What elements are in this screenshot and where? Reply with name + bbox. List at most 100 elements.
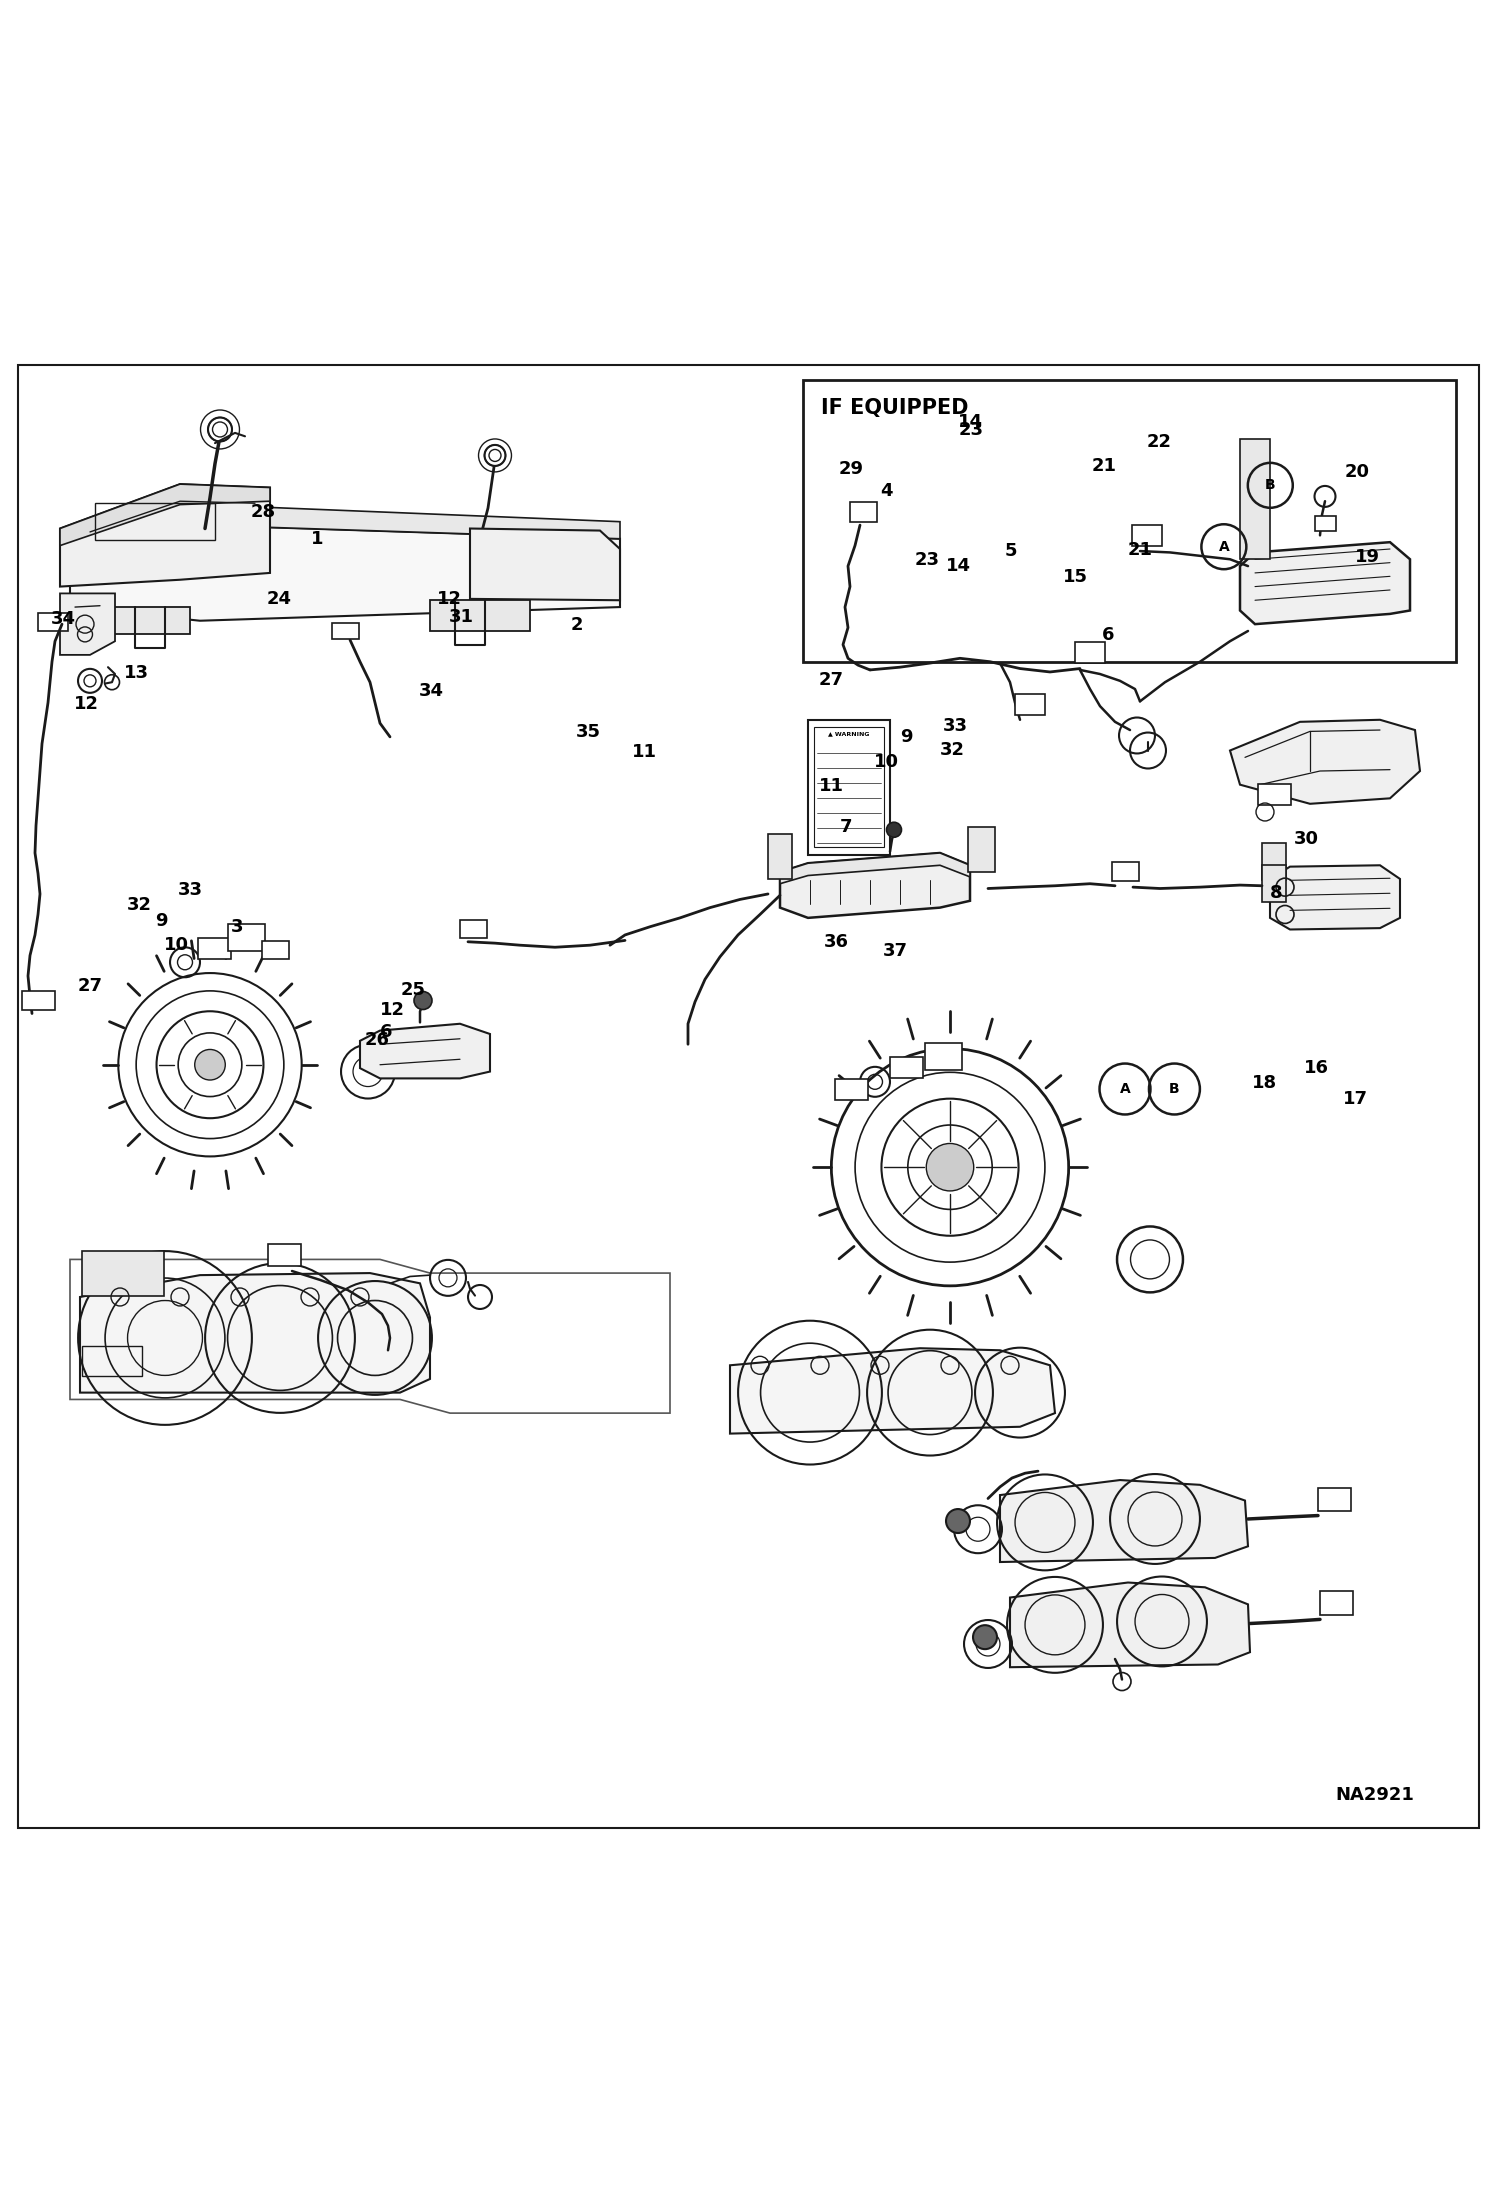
Bar: [813, 728, 884, 846]
Text: B: B: [1264, 478, 1276, 491]
Text: 20: 20: [1345, 463, 1369, 480]
Bar: [198, 939, 231, 958]
Polygon shape: [60, 485, 270, 546]
Bar: [1016, 693, 1046, 715]
Polygon shape: [100, 607, 190, 634]
Text: ▲ WARNING: ▲ WARNING: [828, 732, 870, 737]
Bar: [460, 921, 487, 939]
Circle shape: [974, 1625, 998, 1649]
Bar: [268, 1243, 301, 1265]
Bar: [890, 1057, 923, 1079]
Polygon shape: [430, 601, 530, 632]
Bar: [1318, 1487, 1351, 1511]
Text: 11: 11: [819, 776, 843, 796]
Text: 6: 6: [1103, 627, 1115, 645]
Text: 24: 24: [267, 590, 291, 607]
Text: 36: 36: [824, 934, 848, 952]
Text: 6: 6: [380, 1024, 392, 1042]
Bar: [968, 827, 995, 873]
Text: 14: 14: [947, 557, 971, 575]
Bar: [94, 502, 214, 539]
Circle shape: [947, 1509, 971, 1533]
Circle shape: [484, 445, 505, 465]
Bar: [1132, 526, 1162, 546]
Text: 12: 12: [437, 590, 461, 607]
Text: 32: 32: [127, 895, 151, 914]
Text: A: A: [1119, 1081, 1131, 1096]
Text: 19: 19: [1356, 548, 1380, 566]
Text: 28: 28: [252, 502, 276, 522]
Polygon shape: [70, 524, 620, 621]
Text: 25: 25: [401, 980, 425, 1000]
Text: 14: 14: [959, 414, 983, 432]
Text: 17: 17: [1344, 1090, 1368, 1107]
Bar: [1076, 643, 1106, 662]
Text: 12: 12: [75, 695, 99, 713]
Polygon shape: [780, 853, 971, 919]
Polygon shape: [780, 853, 971, 884]
Text: A: A: [1218, 539, 1230, 555]
Bar: [1261, 842, 1285, 879]
Bar: [834, 1079, 867, 1101]
Text: 5: 5: [1005, 542, 1017, 559]
Text: 12: 12: [380, 1000, 404, 1018]
Bar: [262, 941, 289, 958]
Circle shape: [195, 1050, 225, 1079]
Bar: [807, 719, 890, 855]
Polygon shape: [1230, 719, 1420, 805]
Circle shape: [208, 417, 232, 441]
Text: 27: 27: [819, 671, 843, 689]
Text: 23: 23: [915, 550, 939, 570]
Text: 1: 1: [312, 531, 324, 548]
Text: 23: 23: [959, 421, 983, 439]
Polygon shape: [1240, 542, 1410, 625]
Bar: [803, 379, 1456, 662]
Polygon shape: [79, 1274, 430, 1393]
Bar: [82, 1347, 142, 1375]
Text: 21: 21: [1128, 542, 1152, 559]
Polygon shape: [60, 594, 115, 656]
Bar: [22, 991, 55, 1011]
Bar: [849, 502, 876, 522]
Text: 30: 30: [1294, 829, 1318, 849]
Text: 13: 13: [124, 664, 148, 682]
Text: 34: 34: [419, 682, 443, 700]
Text: 27: 27: [78, 976, 102, 996]
Polygon shape: [730, 1349, 1055, 1434]
Text: 22: 22: [1147, 432, 1171, 452]
Bar: [1261, 864, 1285, 901]
Text: 18: 18: [1252, 1075, 1276, 1092]
Bar: [82, 1250, 165, 1296]
Bar: [228, 925, 265, 952]
Polygon shape: [60, 485, 270, 586]
Bar: [1112, 862, 1138, 882]
Polygon shape: [360, 1024, 490, 1079]
Text: 11: 11: [632, 743, 656, 761]
Text: 10: 10: [875, 754, 899, 772]
Bar: [1320, 1592, 1353, 1616]
Text: 33: 33: [178, 882, 202, 899]
Text: 8: 8: [1270, 884, 1282, 901]
Text: 31: 31: [449, 607, 473, 627]
Text: 32: 32: [941, 741, 965, 759]
Text: 9: 9: [156, 912, 168, 930]
Text: 2: 2: [571, 616, 583, 634]
Polygon shape: [1010, 1583, 1249, 1667]
Text: 26: 26: [366, 1031, 389, 1048]
Text: 29: 29: [839, 461, 863, 478]
Text: 37: 37: [884, 943, 908, 961]
Text: 34: 34: [51, 610, 75, 627]
Text: 4: 4: [881, 482, 893, 500]
Text: 9: 9: [900, 728, 912, 746]
Text: 35: 35: [577, 724, 601, 741]
Polygon shape: [1001, 1480, 1248, 1561]
Polygon shape: [70, 504, 620, 559]
Bar: [1315, 515, 1336, 531]
Bar: [768, 833, 792, 879]
Circle shape: [413, 991, 431, 1009]
Bar: [333, 623, 360, 638]
Polygon shape: [1270, 866, 1401, 930]
Text: 21: 21: [1092, 456, 1116, 476]
Text: 7: 7: [840, 818, 852, 836]
Bar: [924, 1044, 962, 1070]
